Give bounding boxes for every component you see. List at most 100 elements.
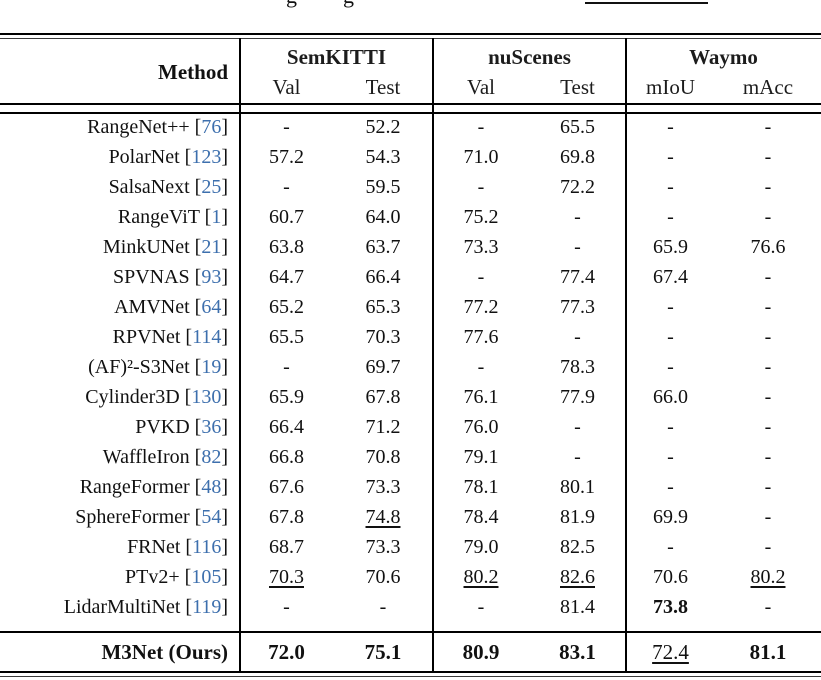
group-header-waymo: Waymo (689, 45, 758, 69)
table-row: PolarNet [123] 57.2 54.3 71.0 69.8 - - (0, 142, 821, 172)
subheader-waymo-macc: mAcc (742, 75, 794, 99)
citation-link[interactable]: 93 (201, 266, 222, 288)
citation-link[interactable]: 1 (211, 206, 222, 228)
metric-cell: - (764, 596, 772, 618)
table-row: PTv2+ [105] 70.3 70.6 80.2 82.6 70.6 80.2 (0, 562, 821, 592)
group-header-semkitti: SemKITTI (286, 45, 387, 69)
table-row: WaffleIron [82] 66.8 70.8 79.1 - - - (0, 442, 821, 472)
pre-final-rule (0, 631, 821, 633)
citation-bracket: ] (221, 206, 228, 228)
table-row: RPVNet [114] 65.5 70.3 77.6 - - - (0, 322, 821, 352)
table-row: FRNet [116] 68.7 73.3 79.0 82.5 - - (0, 532, 821, 562)
citation-bracket: ] (221, 116, 228, 138)
table-row: RangeViT [1] 60.7 64.0 75.2 - - - (0, 202, 821, 232)
metric-cell: 65.9 (653, 236, 688, 258)
table-row: MinkUNet [21] 63.8 63.7 73.3 - 65.9 76.6 (0, 232, 821, 262)
method-cell: AMVNet [64] (0, 292, 240, 322)
citation-link[interactable]: 114 (192, 326, 222, 348)
metric-cell: - (667, 206, 674, 228)
metric-cell: - (764, 176, 772, 198)
metric-cell: - (764, 386, 772, 408)
metric-cell: - (667, 536, 674, 558)
final-ours-row: M3Net (Ours) 72.0 75.1 80.9 83.1 72.4 81.1 (0, 633, 821, 671)
metric-cell: 76.6 (750, 236, 786, 258)
method-cell: MinkUNet [21] (0, 232, 240, 262)
method-name: SalsaNext [ (108, 176, 202, 198)
method-name: RangeNet++ [ (87, 116, 202, 138)
metric-cell: 67.6 (269, 476, 304, 498)
citation-link[interactable]: 54 (201, 506, 222, 528)
metric-cell: 52.2 (365, 116, 401, 138)
citation-link[interactable]: 105 (191, 566, 222, 588)
metric-cell: - (477, 176, 485, 198)
metric-cell: 67.8 (269, 506, 304, 528)
metric-cell: 63.8 (269, 236, 304, 258)
table-row: (AF)²-S3Net [19] - 69.7 - 78.3 - - (0, 352, 821, 382)
metric-cell: - (764, 266, 772, 288)
column-separator (625, 38, 627, 671)
metric-cell: 73.3 (365, 476, 401, 498)
citation-link[interactable]: 116 (192, 536, 222, 558)
metric-cell: - (667, 416, 674, 438)
citation-link[interactable]: 76 (201, 116, 222, 138)
metric-cell: 80.9 (462, 640, 500, 664)
metric-cell: 78.3 (560, 356, 595, 378)
citation-link[interactable]: 48 (201, 476, 222, 498)
citation-bracket: ] (221, 326, 228, 348)
metric-cell: 66.4 (365, 266, 401, 288)
method-cell: (AF)²-S3Net [19] (0, 352, 240, 382)
metric-cell: 79.0 (463, 536, 499, 558)
metric-cell: 65.3 (365, 296, 401, 318)
method-name: PVKD [ (135, 416, 202, 438)
metric-cell: 77.3 (560, 296, 595, 318)
method-cell: FRNet [116] (0, 532, 240, 562)
metric-cell: 72.0 (268, 640, 305, 664)
table-row: PVKD [36] 66.4 71.2 76.0 - - - (0, 412, 821, 442)
metric-cell: 77.9 (560, 386, 595, 408)
metric-cell: 75.1 (364, 640, 402, 664)
metric-cell: 64.0 (365, 206, 401, 228)
metric-cell: 65.9 (269, 386, 304, 408)
group-header-nuscenes: nuScenes (488, 45, 571, 69)
metric-cell: 69.9 (653, 506, 688, 528)
metric-cell: 76.1 (463, 386, 499, 408)
header-spacer (0, 42, 240, 72)
method-column-header: Method (158, 59, 228, 84)
metric-cell: - (764, 416, 772, 438)
metric-cell: 79.1 (463, 446, 499, 468)
citation-link[interactable]: 123 (191, 146, 222, 168)
citation-bracket: ] (221, 296, 228, 318)
citation-link[interactable]: 36 (201, 416, 222, 438)
metric-cell: - (764, 446, 772, 468)
metric-cell: - (764, 116, 772, 138)
metric-cell: 71.2 (365, 416, 401, 438)
citation-link[interactable]: 82 (201, 446, 222, 468)
metric-cell: - (477, 356, 485, 378)
citation-link[interactable]: 64 (201, 296, 222, 318)
metric-cell: - (667, 146, 674, 168)
table-bottom-rule (0, 671, 821, 677)
method-cell: RangeViT [1] (0, 202, 240, 232)
citation-link[interactable]: 119 (192, 596, 222, 618)
metric-cell: 63.7 (365, 236, 401, 258)
citation-link[interactable]: 19 (201, 356, 222, 378)
citation-link[interactable]: 21 (201, 236, 222, 258)
citation-link[interactable]: 130 (191, 386, 222, 408)
table-row: RangeFormer [48] 67.6 73.3 78.1 80.1 - - (0, 472, 821, 502)
metric-cell: - (764, 476, 772, 498)
metric-cell: 73.8 (653, 596, 688, 618)
column-separator (432, 38, 434, 671)
method-name: (AF)²-S3Net [ (88, 356, 202, 378)
citation-link[interactable]: 25 (201, 176, 222, 198)
metric-cell: - (667, 446, 674, 468)
metric-cell: 76.0 (463, 416, 499, 438)
citation-bracket: ] (221, 416, 228, 438)
metric-cell: 59.5 (365, 176, 401, 198)
metric-cell: 57.2 (269, 146, 304, 168)
method-cell: LidarMultiNet [119] (0, 592, 240, 622)
metric-cell: 81.4 (560, 596, 595, 618)
citation-bracket: ] (221, 386, 228, 408)
metric-cell: - (667, 326, 674, 348)
metric-cell: 67.4 (653, 266, 688, 288)
